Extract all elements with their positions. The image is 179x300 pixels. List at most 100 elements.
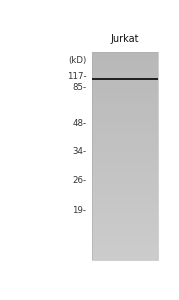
Bar bbox=[92, 219, 158, 220]
Bar bbox=[92, 215, 158, 216]
Bar bbox=[92, 166, 158, 168]
Bar bbox=[92, 77, 158, 78]
Bar bbox=[92, 103, 158, 104]
Bar bbox=[92, 132, 158, 133]
Bar bbox=[92, 222, 158, 224]
Bar bbox=[92, 73, 158, 74]
Bar bbox=[92, 130, 158, 131]
Bar bbox=[92, 112, 158, 113]
Bar bbox=[92, 235, 158, 236]
Bar bbox=[92, 63, 158, 64]
Bar bbox=[92, 97, 158, 98]
Text: Jurkat: Jurkat bbox=[111, 34, 139, 44]
Bar bbox=[92, 115, 158, 117]
Bar bbox=[92, 239, 158, 240]
Bar bbox=[92, 65, 158, 67]
Bar bbox=[92, 209, 158, 210]
Bar bbox=[92, 54, 158, 55]
Bar bbox=[92, 165, 158, 166]
Bar bbox=[92, 207, 158, 208]
Bar bbox=[92, 134, 158, 135]
Bar bbox=[92, 137, 158, 138]
Bar bbox=[92, 163, 158, 164]
Bar bbox=[92, 256, 158, 257]
Bar bbox=[92, 148, 158, 149]
Bar bbox=[92, 114, 158, 116]
Bar bbox=[92, 179, 158, 180]
Bar bbox=[92, 64, 158, 66]
Bar bbox=[92, 234, 158, 235]
Bar bbox=[92, 138, 158, 140]
Bar bbox=[92, 243, 158, 244]
Bar bbox=[92, 180, 158, 181]
Bar bbox=[92, 55, 158, 56]
Bar bbox=[92, 98, 158, 99]
Bar bbox=[92, 172, 158, 174]
Bar bbox=[92, 82, 158, 83]
Bar bbox=[92, 148, 158, 150]
Bar bbox=[92, 201, 158, 202]
Bar bbox=[92, 168, 158, 169]
Bar bbox=[92, 145, 158, 146]
Bar bbox=[92, 61, 158, 63]
Bar bbox=[92, 118, 158, 120]
Bar bbox=[92, 258, 158, 259]
Bar bbox=[92, 194, 158, 196]
Bar bbox=[92, 155, 158, 156]
Bar bbox=[92, 127, 158, 128]
Bar bbox=[92, 128, 158, 129]
Bar bbox=[92, 211, 158, 212]
Bar bbox=[92, 72, 158, 73]
Bar bbox=[92, 204, 158, 205]
Bar bbox=[92, 249, 158, 251]
Bar bbox=[92, 153, 158, 154]
Bar bbox=[92, 96, 158, 97]
Bar bbox=[92, 240, 158, 242]
Bar bbox=[92, 117, 158, 119]
Bar bbox=[92, 121, 158, 122]
Bar bbox=[92, 126, 158, 127]
Bar bbox=[92, 195, 158, 197]
Text: 117-: 117- bbox=[67, 72, 86, 81]
Bar bbox=[92, 100, 158, 101]
Text: 48-: 48- bbox=[72, 119, 86, 128]
Bar bbox=[92, 152, 158, 153]
Bar bbox=[92, 237, 158, 238]
Bar bbox=[92, 245, 158, 247]
Bar bbox=[92, 161, 158, 162]
Bar bbox=[92, 136, 158, 137]
Bar bbox=[92, 158, 158, 159]
Bar bbox=[92, 244, 158, 245]
Bar bbox=[92, 86, 158, 88]
Bar bbox=[92, 78, 158, 79]
Bar bbox=[92, 177, 158, 178]
Bar bbox=[92, 238, 158, 239]
Bar bbox=[92, 192, 158, 194]
Bar bbox=[92, 69, 158, 70]
Bar bbox=[92, 116, 158, 118]
Bar bbox=[92, 60, 158, 62]
Bar bbox=[92, 216, 158, 217]
Bar bbox=[92, 248, 158, 250]
Bar bbox=[92, 197, 158, 199]
Bar bbox=[92, 220, 158, 222]
Bar bbox=[92, 187, 158, 188]
Bar bbox=[92, 106, 158, 107]
Bar bbox=[92, 181, 158, 182]
Bar bbox=[92, 241, 158, 242]
Bar bbox=[92, 56, 158, 57]
Bar bbox=[92, 109, 158, 110]
Bar bbox=[92, 58, 158, 59]
Bar bbox=[92, 122, 158, 123]
Bar bbox=[92, 186, 158, 187]
Bar bbox=[92, 157, 158, 158]
Bar bbox=[92, 162, 158, 164]
Bar bbox=[92, 81, 158, 82]
Bar bbox=[92, 224, 158, 225]
Bar bbox=[92, 172, 158, 173]
Bar bbox=[92, 68, 158, 69]
Bar bbox=[92, 174, 158, 175]
Bar bbox=[92, 169, 158, 171]
Text: 19-: 19- bbox=[72, 206, 86, 215]
Bar bbox=[92, 88, 158, 90]
